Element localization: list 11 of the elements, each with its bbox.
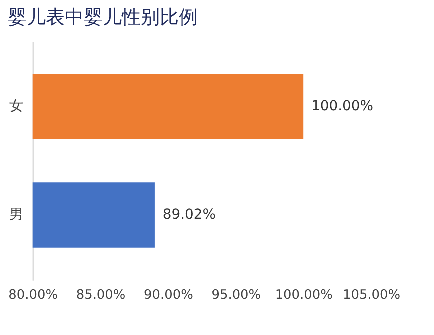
data-label: 89.02% [162,207,216,224]
data-label: 100.00% [312,98,374,115]
x-tick-label: 80.00% [8,288,58,303]
x-tick-label: 95.00% [212,288,262,303]
y-tick-label: 男 [9,207,24,224]
chart-title: 婴儿表中婴儿性别比例 [8,6,198,29]
y-tick-label: 女 [9,98,24,115]
x-tick-label: 100.00% [275,288,333,303]
x-tick-label: 90.00% [144,288,194,303]
x-tick-label: 105.00% [343,288,401,303]
x-tick-label: 85.00% [76,288,126,303]
